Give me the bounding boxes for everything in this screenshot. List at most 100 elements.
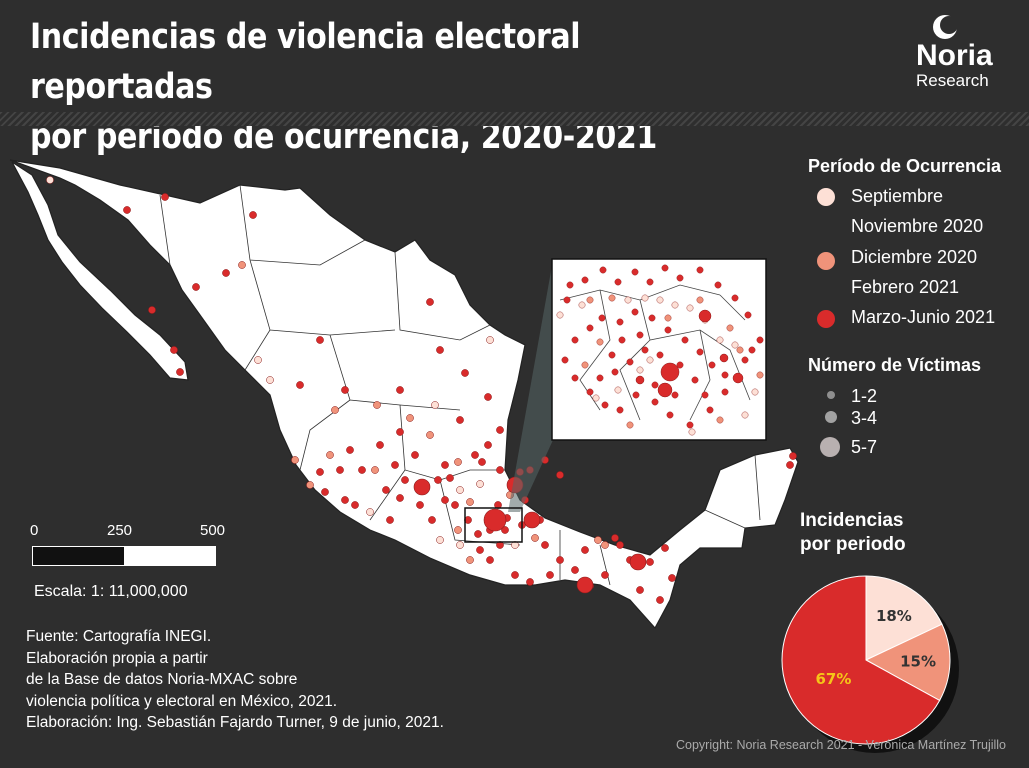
incident-dot xyxy=(446,474,454,482)
inset-incident-dot xyxy=(596,374,604,382)
incident-dot xyxy=(531,534,539,542)
legend-period-label-1b: Noviembre 2020 xyxy=(851,216,984,236)
inset-incident-dot xyxy=(676,274,684,282)
incident-dot xyxy=(476,480,484,488)
incident-dot xyxy=(594,536,602,544)
inset-incident-dot xyxy=(721,371,729,379)
inset-incident-dot xyxy=(708,361,716,369)
incident-dot-large xyxy=(576,576,594,594)
inset-incident-dot xyxy=(714,281,722,289)
pie-label-2: 15% xyxy=(900,653,936,671)
incident-dot xyxy=(176,368,184,376)
inset-incident-dot xyxy=(626,358,634,366)
incident-dot xyxy=(358,466,366,474)
incident-dot xyxy=(316,468,324,476)
incident-dot xyxy=(456,541,464,549)
incident-dot xyxy=(601,541,609,549)
incident-dot xyxy=(371,466,379,474)
pie-label-1: 18% xyxy=(876,607,912,625)
incident-dot xyxy=(496,426,504,434)
incident-dot xyxy=(428,516,436,524)
scale-tick-0: 0 xyxy=(30,522,39,539)
incident-dot xyxy=(456,486,464,494)
pie-label-3: 67% xyxy=(816,670,852,688)
inset-incident-dot xyxy=(581,276,589,284)
legend-period-swatch-1 xyxy=(817,188,835,206)
incident-dot xyxy=(249,211,257,219)
incident-dot xyxy=(786,461,794,469)
incident-dot xyxy=(556,556,564,564)
inset-incident-dot xyxy=(636,331,644,339)
baja-california xyxy=(11,161,189,381)
inset-incident-dot xyxy=(571,374,579,382)
incident-dot xyxy=(396,428,404,436)
inset-incident-dot xyxy=(614,386,622,394)
inset-incident-dot xyxy=(556,311,564,319)
incident-dot-large xyxy=(523,511,541,529)
incident-dot xyxy=(486,336,494,344)
legend-period-label-3: Marzo-Junio 2021 xyxy=(851,307,996,327)
legend-period-label-2b: Febrero 2021 xyxy=(851,277,960,297)
incident-dot xyxy=(556,471,564,479)
inset-incident-dot xyxy=(751,388,759,396)
inset-incident-dot xyxy=(651,381,659,389)
inset-incident-dot xyxy=(581,361,589,369)
inset-incident-dot xyxy=(741,356,749,364)
incident-dot-large xyxy=(413,478,431,496)
incident-dot xyxy=(238,261,246,269)
incident-dot xyxy=(431,401,439,409)
inset-incident-dot xyxy=(656,296,664,304)
incident-dot xyxy=(478,458,486,466)
incident-dot xyxy=(436,536,444,544)
inset-state-borders xyxy=(559,284,751,421)
inset-incident-dot xyxy=(618,336,626,344)
incident-dot xyxy=(326,451,334,459)
incident-dot xyxy=(401,476,409,484)
legend-victims-label-1: 1-2 xyxy=(851,386,878,406)
incident-dot xyxy=(426,431,434,439)
inset-incident-dot xyxy=(664,314,672,322)
logo-name: Noria xyxy=(916,39,993,72)
incident-dot xyxy=(396,386,404,394)
inset-incident-dot-large xyxy=(660,362,680,382)
incident-dot xyxy=(391,461,399,469)
inset-map-frame xyxy=(551,258,767,441)
logo-moon-icon xyxy=(933,15,958,39)
incident-dot xyxy=(466,556,474,564)
inset-incident-dot xyxy=(616,406,624,414)
incident-dot xyxy=(161,193,169,201)
incident-dot xyxy=(789,452,797,460)
inset-incident-dot xyxy=(696,296,704,304)
incident-dot xyxy=(501,526,509,534)
logo-subtitle: Research xyxy=(916,71,989,90)
incident-dot xyxy=(466,498,474,506)
inset-incident-dot xyxy=(661,264,669,272)
legend-victims-dot-1 xyxy=(827,391,835,399)
legend-victims-label-2: 3-4 xyxy=(851,408,878,428)
incident-dot xyxy=(454,458,462,466)
incident-dot xyxy=(616,541,624,549)
incident-dot xyxy=(46,176,54,184)
inset-incident-dot xyxy=(611,368,619,376)
source-line-2: Elaboración propia a partir xyxy=(26,649,208,667)
inset-incident-dot xyxy=(571,336,579,344)
inset-incident-dot xyxy=(671,391,679,399)
inset-incident-dot xyxy=(614,278,622,286)
incident-dot xyxy=(436,346,444,354)
legend-period-label-1a: Septiembre xyxy=(851,186,944,206)
legend-victims-dot-3 xyxy=(820,437,840,457)
copyright-note: Copyright: Noria Research 2021 - Verónic… xyxy=(676,738,1007,752)
inset-incident-dot xyxy=(744,311,752,319)
inset-incident-dot-large xyxy=(719,353,729,363)
inset-incident-dot xyxy=(696,348,704,356)
inset-group xyxy=(464,258,767,543)
inset-incident-dot xyxy=(656,351,664,359)
scale-tick-250: 250 xyxy=(107,522,133,539)
incident-dot xyxy=(484,441,492,449)
inset-incident-dot-large xyxy=(657,382,673,398)
incident-dot xyxy=(611,534,619,542)
incident-dot xyxy=(484,393,492,401)
scale-ratio: Escala: 1: 11,000,000 xyxy=(34,583,188,600)
incident-dot xyxy=(386,516,394,524)
inset-incident-dot xyxy=(608,351,616,359)
